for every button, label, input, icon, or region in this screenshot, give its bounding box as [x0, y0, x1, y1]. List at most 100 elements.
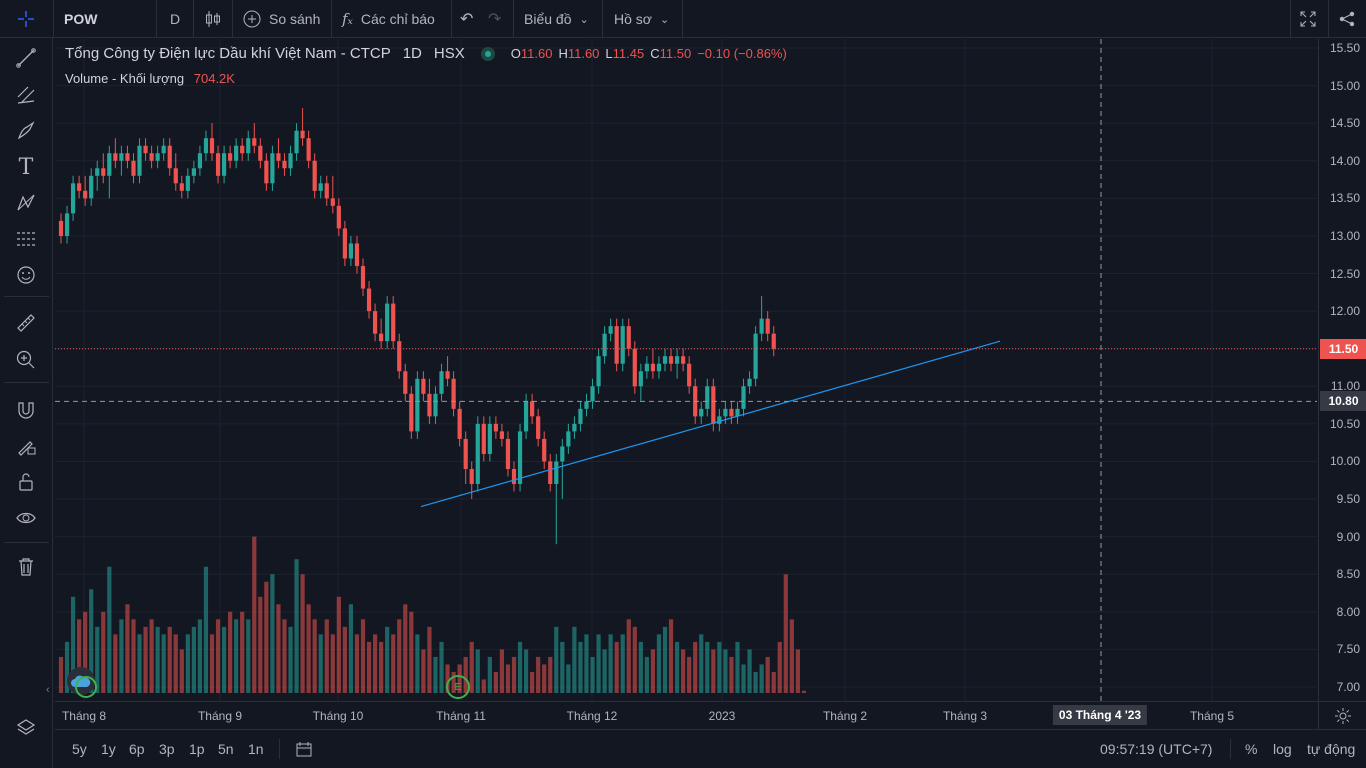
plus-circle-icon — [243, 10, 261, 28]
price-chart[interactable] — [55, 39, 1317, 701]
layers-icon[interactable] — [12, 714, 40, 742]
range-1d-button[interactable]: 1n — [248, 741, 264, 757]
close-label: C — [650, 46, 660, 61]
volume-bar — [342, 626, 347, 694]
candle — [119, 153, 124, 161]
trash-icon[interactable] — [12, 553, 40, 581]
symbol-search-button[interactable]: POW — [64, 11, 98, 27]
prediction-tool-icon[interactable] — [12, 225, 40, 253]
range-1y-button[interactable]: 1y — [101, 741, 116, 757]
market-status-icon[interactable] — [480, 46, 495, 61]
pitchfork-tool-icon[interactable] — [12, 81, 40, 109]
volume-bar — [499, 649, 505, 694]
date-range-icon[interactable] — [295, 740, 313, 761]
time-tick-label: Tháng 5 — [1189, 709, 1235, 723]
compare-button[interactable]: So sánh — [242, 0, 320, 38]
eye-icon[interactable] — [12, 504, 40, 532]
log-scale-button[interactable]: log — [1273, 741, 1292, 757]
volume-bar — [421, 649, 426, 694]
volume-bar — [185, 634, 190, 694]
ruler-icon[interactable] — [12, 309, 40, 337]
interval-button[interactable]: D — [170, 11, 181, 27]
candle — [765, 318, 770, 334]
time-tick-label: 2023 — [708, 709, 736, 723]
emoji-icon[interactable] — [12, 261, 40, 289]
volume-bar — [137, 634, 142, 694]
pattern-tool-icon[interactable] — [12, 189, 40, 217]
volume-bar — [566, 664, 571, 694]
chart-menu-button[interactable]: Biểu đồ ⌄ — [524, 0, 589, 38]
undo-icon[interactable]: ↶ — [460, 11, 474, 28]
crosshair-icon[interactable] — [10, 0, 42, 38]
legend-interval: 1D — [402, 45, 422, 62]
candle — [487, 423, 492, 454]
low-value: 11.45 — [612, 46, 645, 61]
volume-bar — [638, 641, 643, 694]
indicators-button[interactable]: 𝑓ₓ Các chỉ báo — [342, 0, 435, 38]
volume-bar — [668, 619, 674, 694]
candle — [741, 386, 746, 409]
profile-menu-button[interactable]: Hồ sơ ⌄ — [614, 0, 669, 38]
unlock-icon[interactable] — [12, 468, 40, 496]
range-6m-button[interactable]: 6p — [129, 741, 145, 757]
range-5y-button[interactable]: 5y — [72, 741, 87, 757]
volume-value: 704.2K — [193, 71, 235, 86]
candle — [167, 145, 172, 169]
range-5d-button[interactable]: 5n — [218, 741, 234, 757]
collapse-toolbar-handle[interactable]: ‹ — [46, 684, 50, 696]
volume-bar — [179, 649, 184, 694]
volume-bar — [705, 641, 710, 694]
zoom-in-icon[interactable] — [12, 346, 40, 374]
volume-bar — [300, 574, 305, 694]
text-tool-icon[interactable]: T — [18, 154, 34, 180]
earnings-marker-icon[interactable]: E — [446, 675, 470, 699]
volume-bar — [608, 634, 613, 694]
candle — [451, 378, 456, 409]
auto-scale-button[interactable]: tự động — [1307, 741, 1356, 757]
volume-bar — [252, 536, 257, 694]
clock[interactable]: 09:57:19 (UTC+7) — [1100, 741, 1213, 757]
percent-scale-button[interactable]: % — [1245, 741, 1258, 757]
redo-icon[interactable]: ↷ — [488, 11, 502, 28]
volume-bar — [83, 611, 88, 694]
candle — [137, 145, 142, 176]
price-axis[interactable]: 15.50 15.00 14.50 14.00 13.50 13.00 12.50 12.00… — [1318, 39, 1366, 701]
volume-bar — [656, 634, 662, 694]
candle — [463, 438, 468, 469]
candle — [668, 356, 674, 364]
profile-menu-label: Hồ sơ — [614, 11, 652, 27]
candle — [469, 468, 474, 485]
volume-bar — [662, 626, 668, 694]
lock-drawing-icon[interactable] — [12, 432, 40, 460]
settings-gear-icon[interactable] — [1318, 701, 1366, 729]
candle — [536, 416, 541, 439]
volume-bar — [771, 671, 776, 694]
candle — [499, 431, 505, 439]
candle — [330, 198, 335, 206]
candle — [179, 183, 184, 191]
candle — [608, 326, 613, 334]
open-value: 11.60 — [520, 46, 553, 61]
candle — [699, 408, 704, 417]
brush-tool-icon[interactable] — [12, 117, 40, 145]
dividend-marker-icon[interactable] — [75, 676, 97, 698]
volume-bar — [143, 626, 148, 694]
fullscreen-icon[interactable] — [1299, 0, 1317, 38]
range-3m-button[interactable]: 3p — [159, 741, 175, 757]
time-axis[interactable]: Tháng 8 Tháng 9 Tháng 10 Tháng 11 Tháng 12 20… — [55, 701, 1318, 729]
candle — [523, 401, 529, 432]
volume-bar — [711, 649, 716, 694]
candles-icon[interactable] — [204, 0, 222, 38]
range-1m-button[interactable]: 1p — [189, 741, 205, 757]
trend-line-tool-icon[interactable] — [12, 44, 40, 72]
candle — [161, 145, 166, 154]
share-icon[interactable] — [1338, 0, 1356, 38]
candle — [747, 378, 752, 387]
volume-bar — [77, 619, 82, 694]
candle — [288, 153, 293, 169]
candle — [234, 145, 239, 161]
trend-line — [420, 340, 1001, 508]
magnet-icon[interactable] — [12, 396, 40, 424]
candle — [64, 213, 70, 236]
volume-bar — [113, 634, 118, 694]
